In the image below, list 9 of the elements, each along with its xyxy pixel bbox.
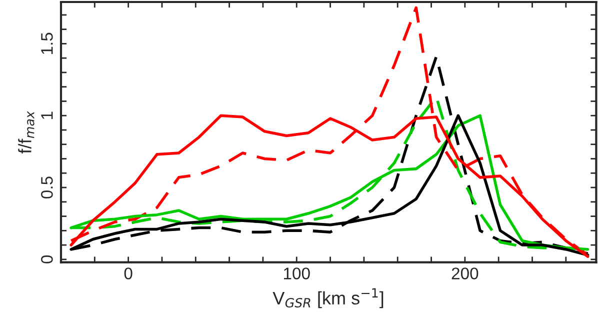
x-tick-label: 200 — [452, 268, 478, 280]
x-axis-title: V$_{GSR}$ [km s$^{−1}$] — [272, 288, 384, 308]
y-tick-label: 0 — [41, 255, 53, 264]
y-tick-label: 1 — [41, 112, 53, 119]
y-tick-label: 0.5 — [41, 176, 53, 198]
x-tick-label: 0 — [124, 268, 132, 280]
x-tick-label: 100 — [284, 268, 310, 280]
y-axis-title: f/f$_{max}$ — [18, 110, 34, 154]
y-tick-label: 1.5 — [41, 32, 53, 54]
